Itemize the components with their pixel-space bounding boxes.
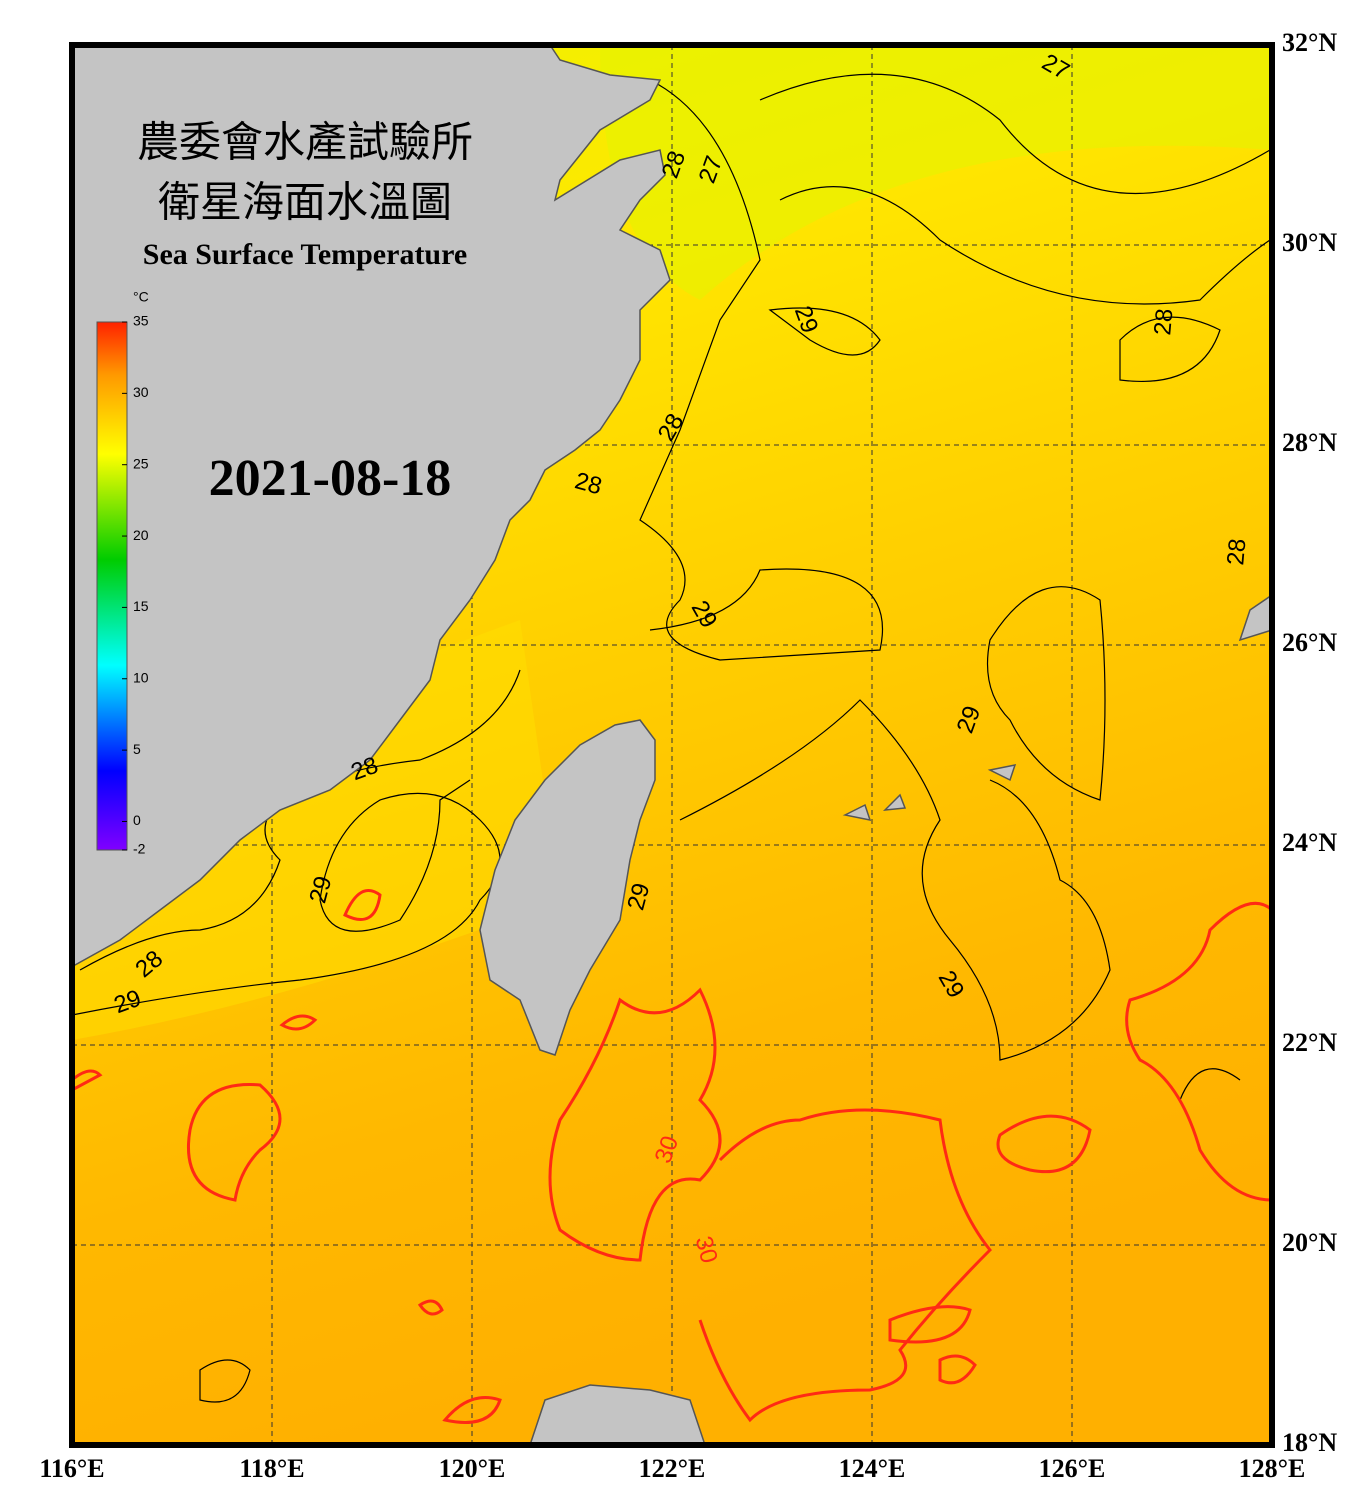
contours bbox=[72, 73, 1271, 1403]
lon-label: 124°E bbox=[839, 1454, 906, 1483]
colorbar-tick-label: -2 bbox=[133, 841, 146, 857]
contour-label: 28 bbox=[1149, 307, 1178, 336]
lon-label: 122°E bbox=[639, 1454, 706, 1483]
lat-label: 32°N bbox=[1282, 28, 1337, 57]
sea-band bbox=[600, 45, 1272, 300]
colorbar-tick-label: 25 bbox=[133, 455, 149, 471]
colorbar-tick-label: 15 bbox=[133, 598, 149, 614]
island bbox=[842, 594, 1272, 821]
taiwan bbox=[479, 719, 656, 1056]
sea-band bbox=[72, 620, 560, 1040]
colorbar-tick-label: 20 bbox=[133, 527, 149, 543]
colorbar-tick-label: 10 bbox=[133, 669, 149, 685]
lon-label: 126°E bbox=[1039, 1454, 1106, 1483]
map-area bbox=[72, 45, 1272, 1445]
lat-label: 20°N bbox=[1282, 1228, 1337, 1257]
date: 2021-08-18 bbox=[209, 450, 452, 507]
contours-30 bbox=[72, 889, 1272, 1424]
contour-label: 28 bbox=[1222, 537, 1251, 566]
lat-label: 28°N bbox=[1282, 428, 1337, 457]
lon-label: 120°E bbox=[439, 1454, 506, 1483]
colorbar-unit: °C bbox=[133, 289, 149, 305]
lat-label: 22°N bbox=[1282, 1028, 1337, 1057]
title-en: Sea Surface Temperature bbox=[143, 238, 467, 271]
map-frame bbox=[69, 42, 1275, 1448]
lon-label: 116°E bbox=[39, 1454, 104, 1483]
lat-label: 18°N bbox=[1282, 1428, 1337, 1457]
title-zh: 農委會水產試驗所 bbox=[137, 118, 473, 167]
subtitle-zh: 衛星海面水溫圖 bbox=[158, 178, 452, 227]
lat-label: 26°N bbox=[1282, 628, 1337, 657]
lon-label: 118°E bbox=[239, 1454, 304, 1483]
colorbar-tick-label: 0 bbox=[133, 812, 141, 828]
colorbar-tick-label: 30 bbox=[133, 384, 149, 400]
lat-label: 30°N bbox=[1282, 228, 1337, 257]
china-coast bbox=[72, 45, 671, 966]
colorbar-tick-label: 35 bbox=[133, 313, 149, 329]
lat-label: 24°N bbox=[1282, 828, 1337, 857]
luzon bbox=[529, 1384, 706, 1445]
lon-label: 128°E bbox=[1239, 1454, 1306, 1483]
colorbar bbox=[96, 321, 128, 851]
colorbar-tick-label: 5 bbox=[133, 741, 141, 757]
